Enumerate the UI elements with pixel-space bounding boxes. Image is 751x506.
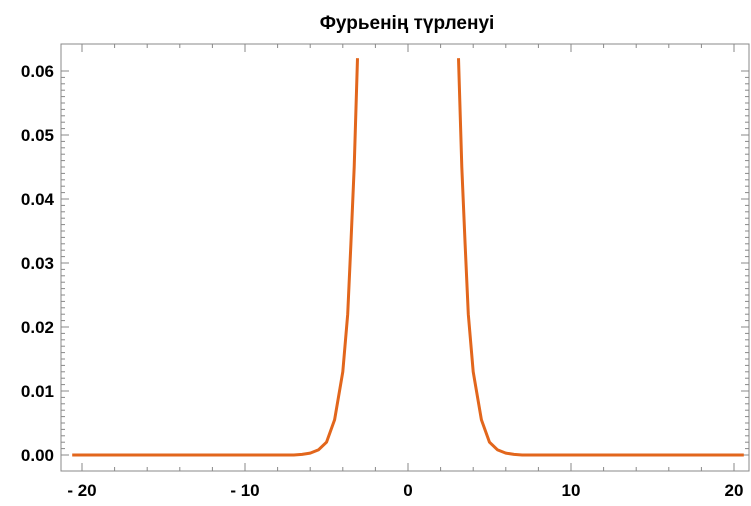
x-axis-tick-labels: - 20 - 10 0 10 20 xyxy=(67,481,743,500)
y-tick-label: 0.06 xyxy=(21,62,54,81)
series-line-right xyxy=(457,58,744,457)
y-tick-label: 0.05 xyxy=(21,126,54,145)
series-line-left xyxy=(72,58,359,457)
x-tick-label: - 20 xyxy=(67,481,96,500)
y-tick-label: 0.00 xyxy=(21,446,54,465)
axis-ticks xyxy=(61,44,749,471)
x-tick-label: 20 xyxy=(725,481,744,500)
x-tick-label: - 10 xyxy=(230,481,259,500)
chart-title: Фурьенің түрленуі xyxy=(320,13,495,34)
plot-frame xyxy=(60,43,750,472)
data-series xyxy=(72,58,744,457)
y-tick-label: 0.03 xyxy=(21,254,54,273)
y-tick-label: 0.02 xyxy=(21,318,54,337)
y-tick-label: 0.04 xyxy=(21,190,55,209)
y-axis-tick-labels: 0.00 0.01 0.02 0.03 0.04 0.05 0.06 xyxy=(21,62,55,465)
x-tick-label: 10 xyxy=(562,481,581,500)
x-tick-label: 0 xyxy=(403,481,412,500)
y-tick-label: 0.01 xyxy=(21,382,54,401)
